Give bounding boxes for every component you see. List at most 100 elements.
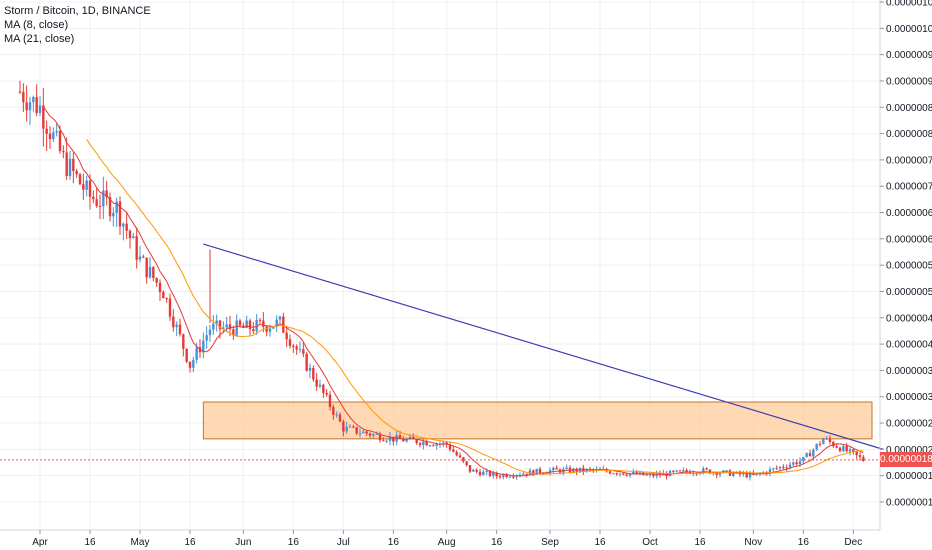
candle-body xyxy=(822,438,825,445)
candle-body xyxy=(442,442,445,444)
candle-body xyxy=(482,471,485,476)
candle-body xyxy=(675,470,678,472)
candle-body xyxy=(312,368,315,380)
candle-body xyxy=(448,444,452,450)
candle-body xyxy=(772,468,775,470)
candle-body xyxy=(95,199,98,206)
candle-body xyxy=(22,91,25,103)
x-tick-label: 16 xyxy=(798,537,810,548)
candle-body xyxy=(705,468,708,470)
candle-body xyxy=(488,471,492,476)
candle-body xyxy=(132,236,135,239)
candle-body xyxy=(518,474,522,476)
candle-body xyxy=(112,212,115,217)
candle-body xyxy=(372,434,375,436)
ma21-line xyxy=(86,139,864,475)
candle-body xyxy=(242,325,245,328)
y-tick-label: 0.00000085 xyxy=(886,103,932,114)
candle-body xyxy=(415,439,418,444)
candle-body xyxy=(422,441,425,445)
ma8-label[interactable]: MA (8, close) xyxy=(4,19,69,31)
candle-body xyxy=(408,436,412,440)
candle-body xyxy=(622,473,625,475)
candle-body xyxy=(615,473,618,475)
candle-body xyxy=(852,449,855,452)
x-tick-label: Apr xyxy=(32,537,48,548)
candle-body xyxy=(212,323,215,330)
candle-body xyxy=(845,445,848,452)
candle-body xyxy=(628,473,632,476)
candle-body xyxy=(358,433,362,435)
x-tick-label: Jun xyxy=(235,537,251,548)
candle-body xyxy=(535,468,538,475)
candle-body xyxy=(748,472,752,478)
candle-body xyxy=(495,472,498,477)
candle-body xyxy=(715,472,718,475)
candle-body xyxy=(162,292,165,299)
candle-body xyxy=(142,256,145,258)
candle-body xyxy=(195,347,198,360)
chart-grid xyxy=(0,0,880,530)
candle-body xyxy=(232,329,235,336)
resistance-zone-rect xyxy=(202,401,873,440)
y-tick-label: 0.00000015 xyxy=(886,471,932,482)
candle-body xyxy=(808,453,812,457)
candle-body xyxy=(635,472,638,475)
y-tick-label: 0.00000055 xyxy=(886,261,932,272)
candle-body xyxy=(418,443,422,445)
candle-body xyxy=(208,329,212,336)
ma21-label[interactable]: MA (21, close) xyxy=(4,33,75,45)
candle-body xyxy=(725,470,728,472)
candle-body xyxy=(392,436,395,442)
candle-body xyxy=(255,319,258,332)
candle-body xyxy=(648,474,652,476)
candle-body xyxy=(168,298,172,317)
x-tick-label: 16 xyxy=(694,537,706,548)
candle-body xyxy=(502,474,505,478)
candle-body xyxy=(308,368,312,371)
candle-body xyxy=(478,471,482,476)
x-tick-label: 16 xyxy=(594,537,606,548)
candle-body xyxy=(218,320,222,330)
candle-body xyxy=(145,257,148,278)
candle-body xyxy=(745,473,748,478)
x-tick-label: Sep xyxy=(541,537,559,548)
candle-body xyxy=(812,449,815,457)
candle-body xyxy=(732,473,735,476)
candle-body xyxy=(842,445,845,452)
candle-body xyxy=(32,97,35,103)
candle-body xyxy=(505,474,508,477)
x-axis[interactable]: Apr 16 May 16 Jun 16 Jul 16 Aug 16 Sep 16 Oct 16 Nov 16… xyxy=(0,529,880,548)
symbol-title[interactable]: Storm / Bitcoin, 1D, BINANCE xyxy=(4,5,151,17)
candle-body xyxy=(258,319,262,321)
candle-body xyxy=(102,190,105,207)
candle-body xyxy=(848,449,852,452)
candle-body xyxy=(785,467,788,469)
candle-body xyxy=(45,128,48,134)
candle-body xyxy=(792,462,795,465)
candle-body xyxy=(835,446,838,448)
candle-body xyxy=(292,345,295,347)
x-tick-label: Nov xyxy=(744,537,762,548)
y-tick-label: 0.00000105 xyxy=(886,0,932,9)
candle-body xyxy=(342,421,345,432)
candle-body xyxy=(632,472,635,474)
candle-body xyxy=(75,170,78,175)
candle-body xyxy=(352,426,355,428)
y-tick-label: 0.00000045 xyxy=(886,313,932,324)
candle-body xyxy=(815,443,818,450)
candle-body xyxy=(228,324,232,330)
candle-body xyxy=(348,426,352,428)
candle-body xyxy=(42,105,45,129)
candle-body xyxy=(275,319,278,327)
candle-body xyxy=(192,359,195,368)
candle-body xyxy=(178,324,182,335)
x-tick-label: Oct xyxy=(642,537,658,548)
candle-body xyxy=(305,353,308,371)
